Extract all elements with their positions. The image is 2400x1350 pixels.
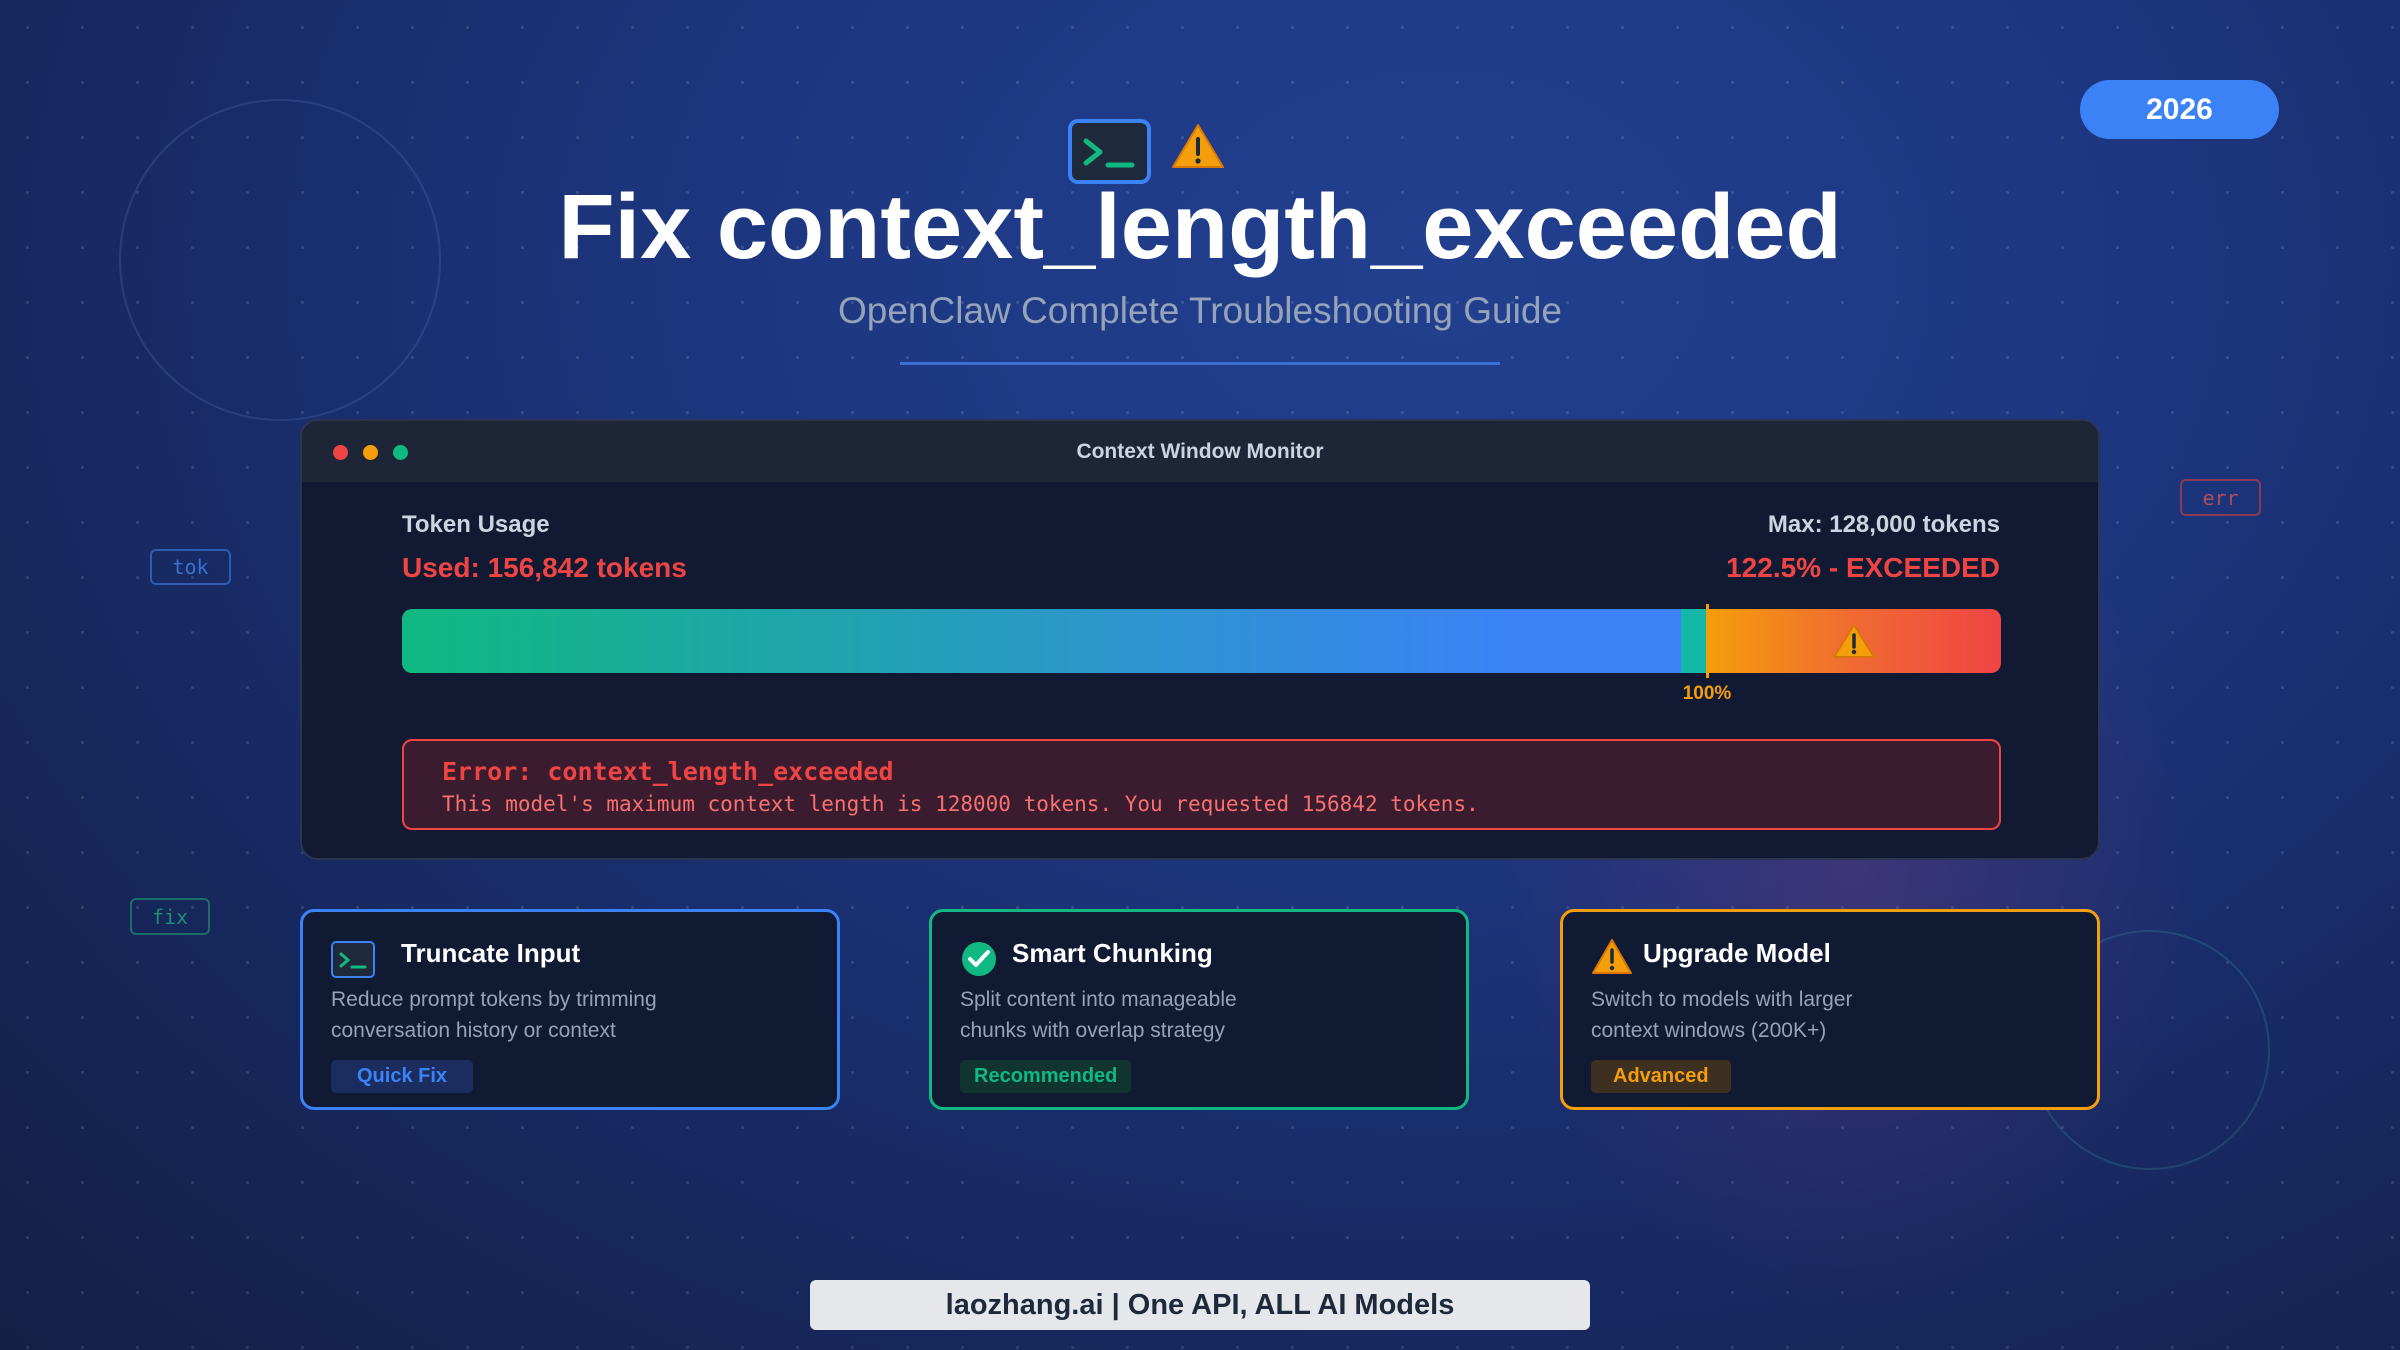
decor-tag-err: err <box>2180 479 2261 516</box>
terminal-icon <box>331 941 375 978</box>
footer-banner: laozhang.ai | One API, ALL AI Models <box>810 1280 1590 1330</box>
quick-fix-badge: Quick Fix <box>331 1060 474 1093</box>
solution-card-upgrade[interactable]: Upgrade Model Switch to models with larg… <box>1560 909 2100 1110</box>
used-tokens-label: Used: 156,842 tokens <box>402 552 687 583</box>
decor-tag-fix: fix <box>130 898 210 935</box>
page-title: Fix context_length_exceeded <box>558 176 1842 278</box>
close-window-button[interactable] <box>333 445 348 460</box>
divider <box>900 362 1500 365</box>
minimize-window-button[interactable] <box>363 445 378 460</box>
error-detail: This model's maximum context length is 1… <box>442 792 1479 816</box>
window-titlebar: Context Window Monitor <box>302 421 2098 482</box>
card-description: Reduce prompt tokens by trimming conversa… <box>331 988 657 1042</box>
year-badge: 2026 <box>2080 80 2279 139</box>
warning-icon <box>1592 939 1632 974</box>
error-title: Error: context_length_exceeded <box>442 757 894 786</box>
bar-fill-exceeded <box>1707 609 2001 673</box>
usage-percent-label: 122.5% - EXCEEDED <box>1726 552 2000 583</box>
page-subtitle: OpenClaw Complete Troubleshooting Guide <box>838 290 1562 331</box>
decor-tag-tok: tok <box>150 549 231 585</box>
token-usage-label: Token Usage <box>402 511 550 538</box>
card-title: Truncate Input <box>401 938 581 968</box>
error-message-box: Error: context_length_exceeded This mode… <box>402 739 2001 830</box>
decor-circle <box>119 99 441 421</box>
card-title: Smart Chunking <box>1012 938 1213 968</box>
limit-marker <box>1706 604 1709 678</box>
advanced-badge: Advanced <box>1591 1060 1731 1093</box>
window-title: Context Window Monitor <box>1076 439 1324 463</box>
token-usage-bar <box>402 609 2001 673</box>
card-title: Upgrade Model <box>1643 938 1831 968</box>
terminal-icon <box>1068 119 1151 184</box>
solution-card-chunking[interactable]: Smart Chunking Split content into manage… <box>929 909 1469 1110</box>
solution-card-truncate[interactable]: Truncate Input Reduce prompt tokens by t… <box>300 909 840 1110</box>
context-window-monitor: Context Window Monitor Token Usage Max: … <box>300 419 2100 860</box>
maximize-window-button[interactable] <box>393 445 408 460</box>
max-tokens-label: Max: 128,000 tokens <box>1767 511 2000 538</box>
warning-icon <box>1833 624 1875 658</box>
limit-marker-label: 100% <box>1682 683 1732 704</box>
card-description: Switch to models with larger context wind… <box>1591 988 1853 1042</box>
bar-fill-within-limit <box>402 609 1707 673</box>
card-description: Split content into manageable chunks with… <box>960 988 1237 1042</box>
check-circle-icon <box>962 942 996 976</box>
warning-icon <box>1172 124 1224 168</box>
recommended-badge: Recommended <box>960 1060 1132 1093</box>
